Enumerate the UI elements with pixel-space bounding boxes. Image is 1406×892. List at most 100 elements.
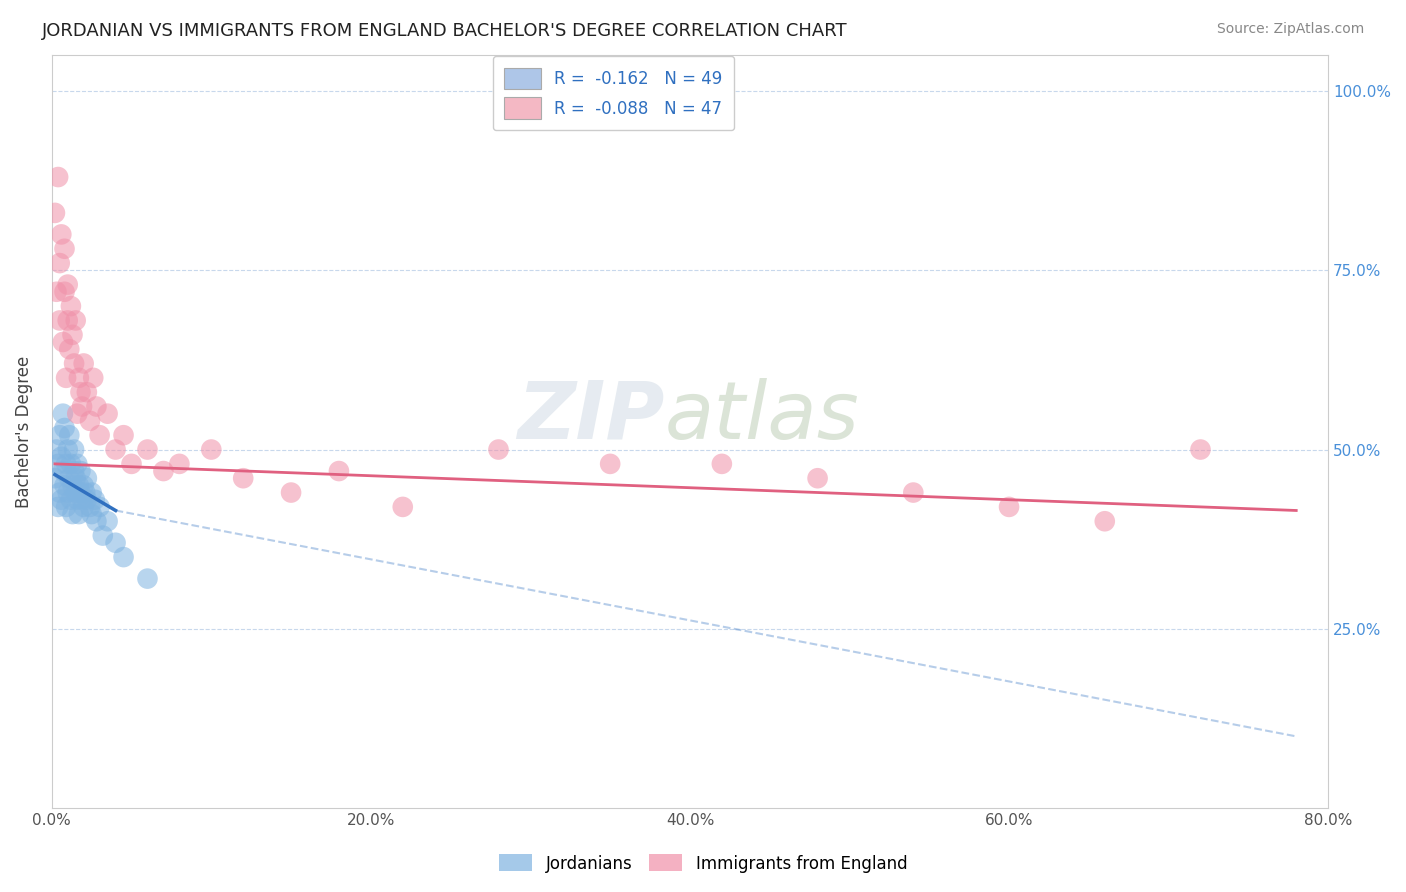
Point [62,478,84,492]
Point [80,507,103,521]
Point [48,485,70,500]
Point [91,528,114,542]
Legend: Jordanians, Immigrants from England: Jordanians, Immigrants from England [492,847,914,880]
Point [67,507,90,521]
Point [48,428,70,442]
Point [488,442,510,457]
Point [80,485,103,500]
Point [903,485,925,500]
Point [806,471,828,485]
Point [62,327,84,342]
Point [44,206,66,220]
Point [56,313,79,327]
Point [169,457,191,471]
Point [63,464,86,478]
Point [79,414,101,428]
Point [63,356,86,370]
Point [136,442,159,457]
Point [97,407,120,421]
Point [232,471,254,485]
Point [328,464,350,478]
Point [86,514,108,528]
Point [66,407,89,421]
Point [52,464,75,478]
Point [53,421,76,435]
Point [76,385,98,400]
Point [89,500,111,514]
Text: Source: ZipAtlas.com: Source: ZipAtlas.com [1216,22,1364,37]
Point [97,514,120,528]
Point [79,500,101,514]
Point [58,471,80,485]
Point [121,457,143,471]
Legend: R =  -0.162   N = 49, R =  -0.088   N = 47: R = -0.162 N = 49, R = -0.088 N = 47 [492,56,734,130]
Point [70,492,93,507]
Point [59,457,82,471]
Point [55,457,77,471]
Point [152,464,174,478]
Point [52,407,75,421]
Point [280,485,302,500]
Point [45,442,67,457]
Point [83,492,105,507]
Point [65,471,87,485]
Point [710,457,733,471]
Point [136,572,159,586]
Point [55,371,77,385]
Point [67,371,90,385]
Point [58,342,80,356]
Point [69,464,91,478]
Point [66,457,89,471]
Point [52,334,75,349]
Point [59,492,82,507]
Point [200,442,222,457]
Point [112,550,135,565]
Point [65,485,87,500]
Text: JORDANIAN VS IMMIGRANTS FROM ENGLAND BACHELOR'S DEGREE CORRELATION CHART: JORDANIAN VS IMMIGRANTS FROM ENGLAND BAC… [42,22,848,40]
Point [76,492,98,507]
Point [69,485,91,500]
Point [48,313,70,327]
Point [86,400,108,414]
Point [75,485,97,500]
Point [53,242,76,256]
Text: atlas: atlas [665,377,859,456]
Point [70,400,93,414]
Point [56,442,79,457]
Point [599,457,621,471]
Point [89,428,111,442]
Point [58,428,80,442]
Point [44,471,66,485]
Point [76,471,98,485]
Point [73,500,96,514]
Point [51,492,73,507]
Point [48,256,70,270]
Point [104,442,127,457]
Point [51,450,73,464]
Point [56,277,79,292]
Point [73,356,96,370]
Point [67,478,90,492]
Point [51,227,73,242]
Point [53,285,76,299]
Point [66,492,89,507]
Point [56,485,79,500]
Point [65,313,87,327]
Point [112,428,135,442]
Point [53,478,76,492]
Point [59,299,82,313]
Point [998,500,1021,514]
Point [46,500,69,514]
Point [62,507,84,521]
Point [1189,442,1212,457]
Point [46,457,69,471]
Point [45,285,67,299]
Point [63,442,86,457]
Text: ZIP: ZIP [517,377,665,456]
Point [1094,514,1116,528]
Point [104,535,127,549]
Point [82,371,104,385]
Point [73,478,96,492]
Y-axis label: Bachelor's Degree: Bachelor's Degree [15,356,32,508]
Point [391,500,413,514]
